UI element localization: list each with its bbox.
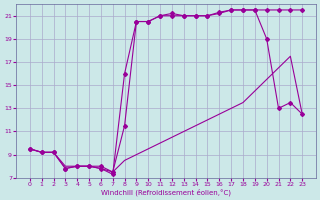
X-axis label: Windchill (Refroidissement éolien,°C): Windchill (Refroidissement éolien,°C) xyxy=(101,188,231,196)
